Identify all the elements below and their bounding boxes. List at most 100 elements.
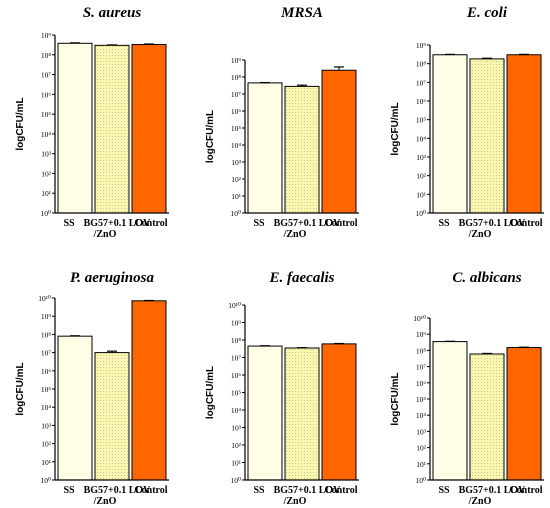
bar-bg57-lov-zno — [469, 58, 505, 214]
y-tick-label: 10⁴ — [231, 406, 242, 415]
x-category-label: /ZnO — [283, 496, 307, 507]
y-tick-label: 10⁸ — [416, 60, 427, 69]
x-category-label: Control — [324, 485, 357, 496]
chart-panel: E. faecalis logCFU/mL 10⁰ 10¹ 10² 10³ 10⁴ 10⁵ 10… — [205, 270, 359, 507]
x-category-label: BG57+0.1 LOV — [459, 485, 527, 496]
bar-control — [321, 343, 357, 481]
y-tick-label: 10⁰ — [40, 476, 51, 485]
y-axis-label: logCFU/mL — [205, 366, 216, 419]
y-tick-label: 10⁸ — [41, 51, 52, 60]
bar-ss — [57, 335, 93, 481]
x-category-label: Control — [134, 218, 167, 229]
y-tick-label: 10³ — [416, 153, 427, 162]
y-tick-label: 10⁴ — [41, 130, 52, 139]
y-tick-label: 10³ — [231, 424, 242, 433]
bar-control — [131, 300, 167, 481]
y-tick-label: 10³ — [231, 158, 242, 167]
x-category-label: /ZnO — [468, 496, 492, 507]
y-tick-label: 10⁵ — [231, 389, 242, 398]
bar-ss — [432, 54, 468, 214]
x-category-label: SS — [63, 218, 75, 229]
x-category-label: BG57+0.1 LOV — [274, 218, 342, 229]
x-category-label: BG57+0.1 LOV — [274, 485, 342, 496]
x-category-label: /ZnO — [468, 229, 492, 240]
y-tick-label: 10⁰ — [230, 476, 241, 485]
chart-title: P. aeruginosa — [70, 270, 154, 286]
y-tick-label: 10⁹ — [41, 31, 52, 40]
y-tick-label: 10⁴ — [231, 141, 242, 150]
y-tick-label: 10³ — [416, 427, 427, 436]
bar-control — [506, 54, 542, 214]
y-tick-label: 10⁰ — [415, 476, 426, 485]
x-category-label: Control — [134, 485, 167, 496]
y-tick-label: 10⁶ — [231, 107, 242, 116]
y-tick-label: 10⁹ — [231, 319, 242, 328]
bar-ss — [57, 42, 93, 214]
chart-panel: S. aureus logCFU/mL 10⁰ 10¹ 10² 10³ 10⁴ 10⁵ 10⁶ 1… — [15, 5, 169, 240]
y-tick-label: 10⁸ — [416, 346, 427, 355]
y-tick-label: 10⁷ — [416, 78, 427, 87]
x-category-label: /ZnO — [93, 229, 117, 240]
y-tick-label: 10⁷ — [231, 354, 242, 363]
bar-ss — [247, 82, 283, 214]
y-tick-label: 10⁹ — [41, 312, 52, 321]
bar-bg57-lov-zno — [94, 44, 130, 214]
chart-title: C. albicans — [452, 270, 521, 286]
y-tick-label: 10⁶ — [41, 90, 52, 99]
y-tick-label: 10⁷ — [416, 363, 427, 372]
y-tick-label: 10⁴ — [416, 134, 427, 143]
y-tick-label: 10¹ — [416, 460, 426, 469]
y-tick-label: 10⁵ — [41, 110, 52, 119]
bar-ss — [247, 345, 283, 481]
y-tick-label: 10⁴ — [41, 403, 52, 412]
y-tick-label: 10⁸ — [231, 73, 242, 82]
y-tick-label: 10² — [41, 169, 52, 178]
chart-panel: C. albicans logCFU/mL 10⁰ 10¹ 10² 10³ 10⁴ 10⁵ 10… — [390, 270, 544, 507]
y-tick-label: 10⁶ — [231, 371, 242, 380]
y-tick-label: 10⁷ — [41, 349, 52, 358]
y-tick-label: 10² — [416, 444, 427, 453]
x-category-label: BG57+0.1 LOV — [459, 218, 527, 229]
chart-panel: P. aeruginosa logCFU/mL 10⁰ 10¹ 10² 10³ 10⁴ 10⁵… — [15, 270, 169, 507]
y-tick-label: 10⁸ — [41, 330, 52, 339]
chart-title: E. coli — [466, 5, 508, 21]
bar-bg57-lov-zno — [469, 353, 505, 481]
chart-title: MRSA — [280, 5, 323, 21]
y-tick-label: 10¹ — [231, 459, 241, 468]
y-tick-label: 10⁰ — [230, 209, 241, 218]
chart-title: E. faecalis — [269, 270, 335, 286]
y-axis-label: logCFU/mL — [15, 97, 26, 150]
bar-bg57-lov-zno — [284, 85, 320, 214]
y-tick-label: 10³ — [41, 150, 52, 159]
x-category-label: Control — [509, 218, 542, 229]
y-tick-label: 10⁹ — [416, 330, 427, 339]
x-category-label: SS — [253, 218, 265, 229]
chart-title: S. aureus — [83, 5, 142, 21]
y-tick-label: 10² — [416, 172, 427, 181]
x-category-label: BG57+0.1 LOV — [84, 485, 152, 496]
y-tick-label: 10⁷ — [231, 90, 242, 99]
y-tick-label: 10³ — [41, 421, 52, 430]
y-tick-label: 10⁰ — [415, 209, 426, 218]
x-category-label: SS — [438, 218, 450, 229]
y-tick-label: 10⁷ — [41, 71, 52, 80]
y-tick-label: 10¹ — [41, 458, 51, 467]
x-category-label: SS — [253, 485, 265, 496]
x-category-label: /ZnO — [93, 496, 117, 507]
y-tick-label: 10⁵ — [231, 124, 242, 133]
y-tick-label: 10⁵ — [416, 116, 427, 125]
x-category-label: BG57+0.1 LOV — [84, 218, 152, 229]
y-axis-label: logCFU/mL — [15, 362, 26, 415]
y-tick-label: 10¹ — [416, 190, 426, 199]
y-tick-label: 10² — [41, 440, 52, 449]
x-category-label: SS — [438, 485, 450, 496]
y-tick-label: 10⁸ — [231, 336, 242, 345]
y-tick-label: 10⁹ — [416, 41, 427, 50]
y-tick-label: 10¹⁰ — [228, 301, 241, 310]
bar-control — [506, 347, 542, 481]
bar-control — [131, 44, 167, 214]
x-category-label: Control — [509, 485, 542, 496]
y-axis-label: logCFU/mL — [390, 102, 401, 155]
bar-bg57-lov-zno — [284, 347, 320, 481]
y-tick-label: 10⁶ — [416, 97, 427, 106]
